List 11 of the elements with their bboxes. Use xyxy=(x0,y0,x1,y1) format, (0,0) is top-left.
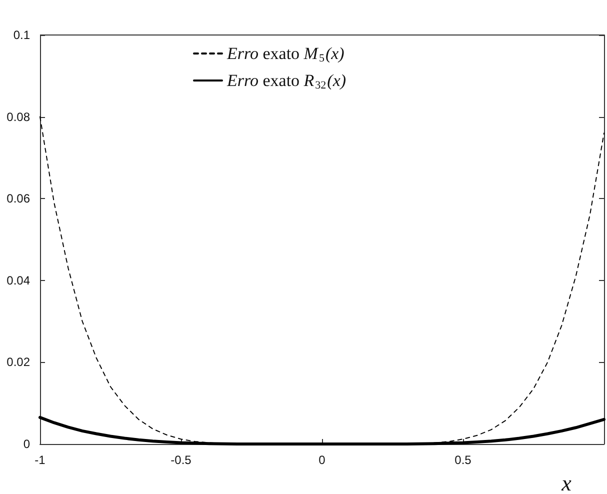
y-tick-label: 0.04 xyxy=(6,273,30,288)
x-tick-label: -0.5 xyxy=(170,453,192,467)
y-tick-label: 0.1 xyxy=(13,28,30,42)
y-tick-label: 0.06 xyxy=(6,192,30,206)
x-tick-label: 0.5 xyxy=(454,453,472,467)
x-tick-label: -1 xyxy=(34,453,46,467)
x-axis-title: x xyxy=(560,470,572,494)
y-tick-label: 0.08 xyxy=(6,110,30,124)
x-tick-label: 0 xyxy=(318,453,326,467)
y-tick-label: 0 xyxy=(23,437,30,451)
y-tick-label: 0.02 xyxy=(6,355,30,370)
